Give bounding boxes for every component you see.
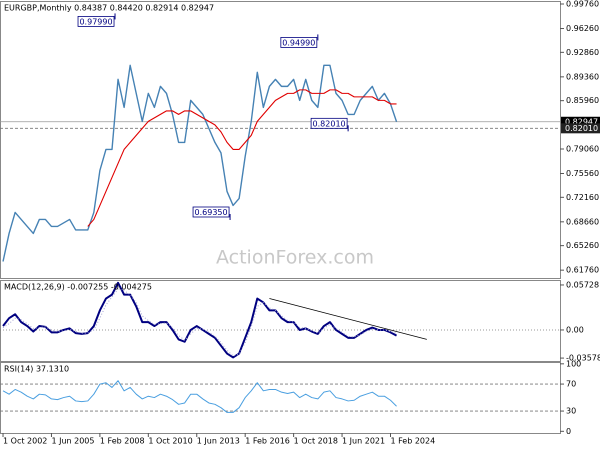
y-tick-label: 0 [566, 427, 571, 436]
panel-title: EURGBP,Monthly 0.84387 0.84420 0.82914 0… [4, 4, 214, 13]
price-label: 0.82947 [565, 117, 598, 126]
x-tick-label: 1 Feb 2024 [390, 437, 435, 446]
series-line [2, 380, 397, 413]
y-tick-label: 0.96260 [566, 24, 599, 33]
panel-frame [0, 280, 561, 362]
y-tick-label: 0.68660 [566, 217, 599, 226]
annotation-box [192, 206, 230, 218]
series-line [87, 89, 397, 227]
x-tick-label: 1 Feb 2016 [245, 437, 290, 446]
annotation-label: 0.69350 [195, 208, 228, 217]
y-tick-label: 0.85960 [566, 96, 599, 105]
series-line [2, 281, 398, 359]
y-tick-label: 0.79060 [566, 144, 599, 153]
annotation-box [310, 117, 348, 129]
annotation-box [77, 16, 115, 27]
y-tick-label: -0.035783 [566, 354, 600, 363]
annotation-box [280, 37, 318, 48]
y-tick-label: 0.61760 [566, 266, 599, 275]
annotation-label: 0.97990 [79, 17, 112, 26]
y-tick-label: 0.00 [566, 325, 584, 334]
price-label: 0.82010 [565, 124, 598, 133]
x-tick-label: 1 Jun 2005 [51, 437, 94, 446]
x-tick-label: 1 Oct 2010 [148, 437, 192, 446]
y-tick-label: 0.72160 [566, 193, 599, 202]
series-line [2, 64, 398, 262]
price-label-box [561, 123, 600, 134]
annotation-label: 0.82010 [313, 119, 346, 128]
annotation-label: 0.94990 [282, 38, 315, 47]
panel-frame [0, 362, 561, 434]
panel-frame [0, 1, 561, 279]
y-tick-label: 70 [566, 380, 576, 389]
x-tick-label: 1 Oct 2018 [294, 437, 338, 446]
x-tick-label: 1 Jun 2013 [197, 437, 240, 446]
watermark: ActionForex.com [216, 247, 374, 269]
y-tick-label: 0.99760 [566, 0, 599, 9]
y-tick-label: 0.65260 [566, 241, 599, 250]
y-tick-label: 0.92860 [566, 48, 599, 57]
y-tick-label: 30 [566, 407, 576, 416]
x-tick-label: 1 Feb 2008 [100, 437, 145, 446]
x-tick-label: 1 Oct 2002 [3, 437, 47, 446]
panel-title: MACD(12,26,9) -0.007255 -0.004275 [4, 283, 152, 292]
y-tick-label: 0.05728 [566, 280, 599, 289]
price-label-box [561, 116, 600, 127]
trendline [269, 298, 427, 340]
y-tick-label: 0.75560 [566, 169, 599, 178]
panel-title: RSI(14) 37.1310 [4, 365, 69, 374]
x-tick-label: 1 Jun 2021 [342, 437, 385, 446]
y-tick-label: 0.89360 [566, 72, 599, 81]
y-tick-label: 100 [566, 359, 581, 368]
